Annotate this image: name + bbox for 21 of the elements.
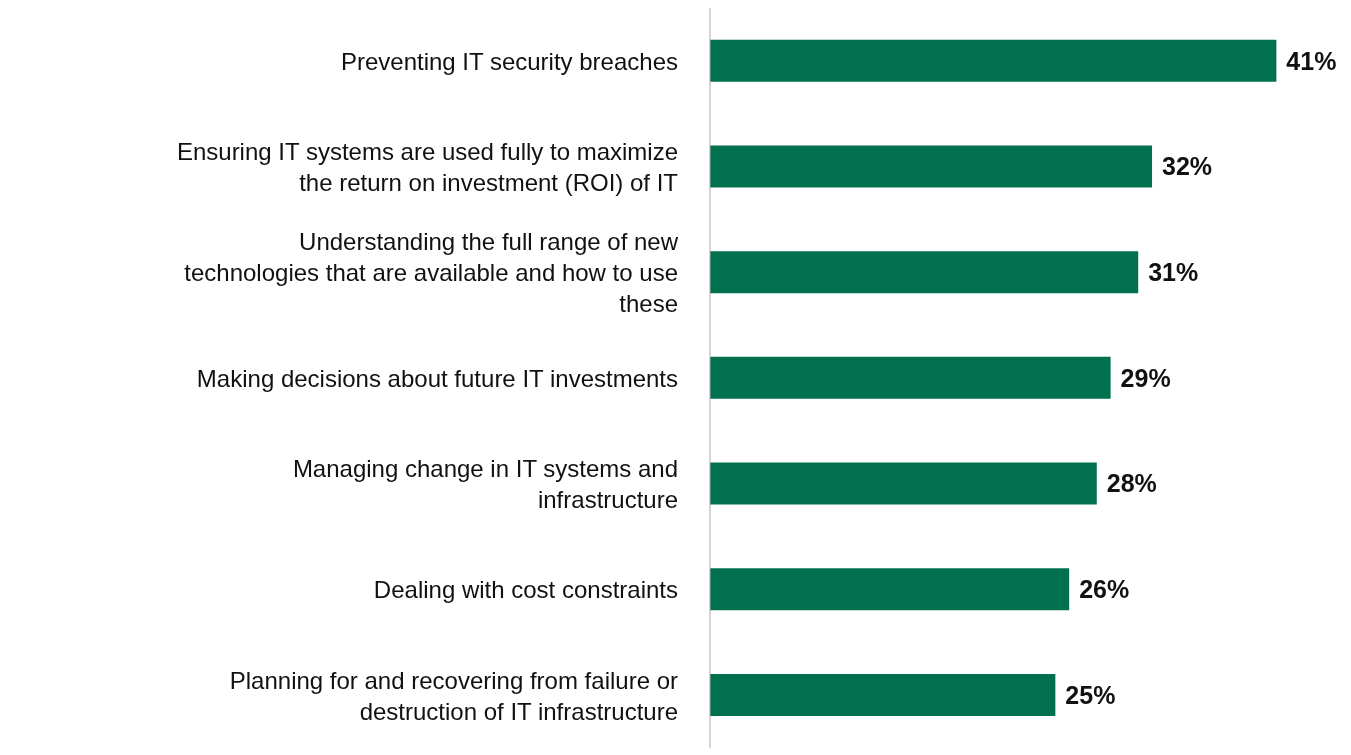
bar [710, 145, 1153, 188]
bar [710, 356, 1111, 399]
data-label: 32% [1162, 152, 1213, 181]
y-tick-label: Ensuring IT systems are used fully to maximize the return on investment (ROI) of IT [176, 137, 679, 196]
y-tick-label: Dealing with cost constraints [373, 575, 678, 603]
data-label: 31% [1148, 258, 1199, 287]
data-label: 26% [1079, 575, 1130, 604]
y-tick-label: Making decisions about future IT investments [196, 364, 678, 392]
data-label: 25% [1065, 680, 1116, 709]
data-label: 28% [1106, 469, 1157, 498]
y-tick-label: Understanding the full range of new technologies that are available and how to use these [184, 227, 679, 317]
bar [710, 462, 1097, 505]
data-label: 41% [1286, 46, 1337, 75]
bar [710, 39, 1277, 82]
y-tick-label: Planning for and recovering from failure or destruction of IT infrastructure [229, 666, 678, 725]
bar [710, 251, 1139, 294]
data-label: 29% [1120, 363, 1171, 392]
bar [710, 674, 1056, 716]
bar [710, 568, 1070, 611]
y-tick-label: Managing change in IT systems and infrastructure [292, 454, 678, 513]
y-tick-label: Preventing IT security breaches [340, 47, 678, 75]
